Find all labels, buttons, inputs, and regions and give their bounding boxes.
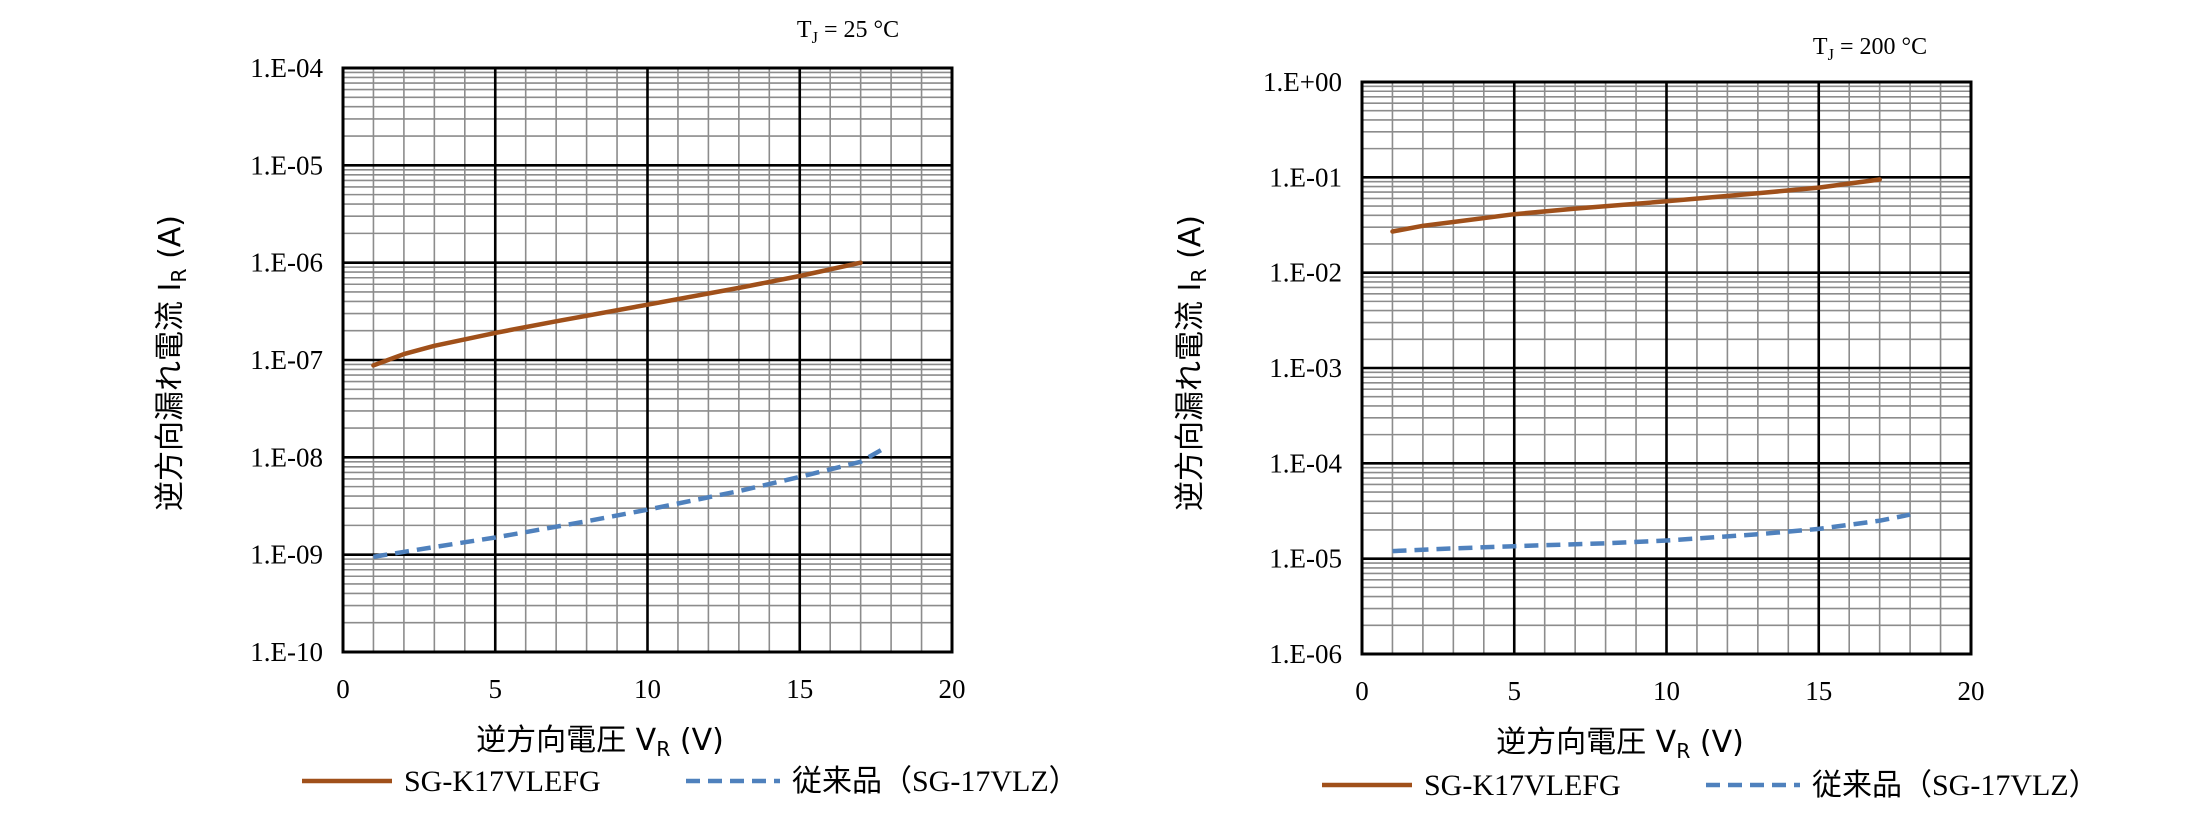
label-base: 逆方向漏れ電流 I [153,283,188,511]
y-tick-label: 1.E-05 [250,150,323,180]
x-axis-title: 逆方向電圧 VR (V) [476,723,724,761]
label-rest: (A) [153,215,188,268]
temperature-annotation: TJ = 200 °C [1813,34,1927,64]
x-tick-label: 10 [1653,676,1680,706]
label-rest: (A) [1173,215,1208,268]
label-subscript: R [1676,739,1690,763]
y-tick-label: 1.E-01 [1269,162,1342,192]
legend-label: 従来品（SG-17VLZ） [1812,769,2099,802]
x-tick-label: 0 [1355,676,1369,706]
x-tick-label: 20 [939,674,966,704]
gridlines [1360,80,1973,656]
label-base: T [797,17,812,43]
y-tick-label: 1.E-04 [1269,448,1342,478]
y-tick-label: 1.E-05 [1269,544,1342,574]
label-subscript: R [167,268,191,282]
y-tick-label: 1.E-04 [250,53,323,83]
x-tick-label: 5 [489,674,503,704]
legend-label: 従来品（SG-17VLZ） [792,765,1079,798]
label-base: 逆方向漏れ電流 I [1173,283,1208,511]
label-rest: (V) [1690,725,1743,760]
plot-border [341,66,954,654]
label-subscript: J [812,28,818,47]
temperature-annotation: TJ = 25 °C [797,17,899,47]
label-subscript: R [1187,268,1211,282]
legend-label: SG-K17VLEFG [1424,769,1621,802]
plot-border [1360,80,1973,656]
x-tick-label: 20 [1958,676,1985,706]
series-line-sg-17vlz [373,447,884,560]
x-tick-label: 0 [336,674,350,704]
chart-panel-1: 1.E-10 1.E-09 1.E-08 1.E-07 1.E-06 1.E-05 1.E-… [153,17,1079,798]
y-tick-label: 1.E-02 [1269,258,1342,288]
y-tick-label: 1.E-06 [250,248,323,278]
series-line-sg-17vlz [1392,512,1911,554]
y-tick-label: 1.E-09 [250,540,323,570]
series-line-sg-k17vlefg [1390,177,1882,234]
legend: SG-K17VLEFG 従来品（SG-17VLZ） [1322,769,2099,802]
legend-label: SG-K17VLEFG [404,765,601,798]
x-axis-title: 逆方向電圧 VR (V) [1496,725,1744,763]
label-rest: (V) [670,723,723,758]
y-tick-label: 1.E-07 [250,345,323,375]
x-tick-label: 15 [1805,676,1832,706]
y-tick-label: 1.E+00 [1263,67,1342,97]
label-base: T [1813,34,1828,60]
y-tick-label: 1.E-06 [1269,639,1342,669]
x-tick-label: 10 [634,674,661,704]
label-base: 逆方向電圧 V [1496,725,1677,760]
x-tick-label: 15 [786,674,813,704]
legend: SG-K17VLEFG 従来品（SG-17VLZ） [302,765,1079,798]
y-tick-label: 1.E-03 [1269,353,1342,383]
y-tick-label: 1.E-08 [250,442,323,472]
series-line-sg-k17vlefg [371,260,863,368]
gridlines [341,66,954,654]
label-rest: = 200 °C [1834,34,1927,60]
chart-panel-2: 1.E-06 1.E-05 1.E-04 1.E-03 1.E-02 1.E-01 1.E+… [1173,34,2099,802]
y-tick-label: 1.E-10 [250,637,323,667]
label-rest: = 25 °C [818,17,899,43]
x-tick-label: 5 [1508,676,1522,706]
label-subscript: J [1828,45,1834,64]
y-axis-title: 逆方向漏れ電流 IR (A) [153,215,191,511]
y-axis-title: 逆方向漏れ電流 IR (A) [1173,215,1211,511]
label-base: 逆方向電圧 V [476,723,657,758]
label-subscript: R [656,737,670,761]
